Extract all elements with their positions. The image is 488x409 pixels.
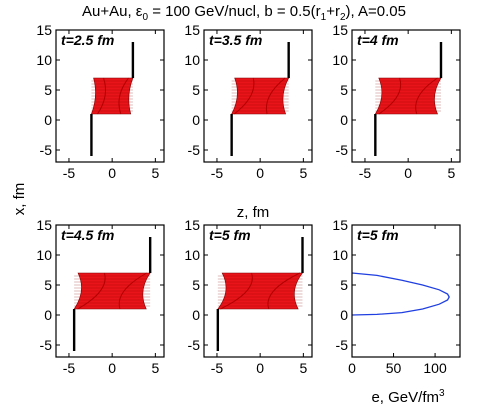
x-tick-label: 0 bbox=[256, 360, 264, 376]
y-tick-label: 15 bbox=[332, 22, 348, 38]
x-tick-label: -5 bbox=[211, 360, 224, 376]
panel-5: -5 0 5 -5 0 5 10 15 t=5 fm bbox=[184, 217, 313, 376]
x-tick-label: -5 bbox=[359, 165, 372, 181]
y-tick-label: 15 bbox=[184, 22, 200, 38]
left-surface bbox=[378, 77, 402, 115]
shared-x-axis-label: z, fm bbox=[237, 204, 270, 221]
y-tick-label: -5 bbox=[336, 337, 349, 353]
x-tick-label: -5 bbox=[211, 165, 224, 181]
y-tick-label: 0 bbox=[44, 307, 52, 323]
time-label: t=4.5 fm bbox=[61, 227, 114, 243]
right-surface bbox=[118, 272, 147, 310]
y-tick-label: 5 bbox=[192, 82, 200, 98]
plot-frame bbox=[203, 224, 313, 358]
y-tick-label: 10 bbox=[332, 247, 348, 263]
plot-frame bbox=[55, 224, 165, 358]
y-tick-label: 15 bbox=[36, 22, 52, 38]
x-tick-label: 50 bbox=[386, 360, 402, 376]
panel-6: 0 50 100 -5 0 5 10 15 t=5 fm bbox=[332, 217, 461, 376]
y-tick-label: -5 bbox=[40, 337, 53, 353]
time-label: t=2.5 fm bbox=[61, 32, 114, 48]
plot-frame bbox=[351, 224, 461, 358]
y-tick-label: 0 bbox=[44, 112, 52, 128]
y-tick-label: 0 bbox=[192, 112, 200, 128]
right-surface bbox=[118, 77, 129, 115]
right-surface bbox=[267, 272, 301, 310]
panel-4: -5 0 5 -5 0 5 10 15 t=4.5 fm bbox=[36, 217, 165, 376]
x-tick-label: -5 bbox=[63, 165, 76, 181]
x-tick-label: 5 bbox=[151, 360, 159, 376]
y-tick-label: 0 bbox=[340, 307, 348, 323]
panel-2: -5 0 5 -5 0 5 10 15 t=3.5 fm bbox=[184, 22, 313, 181]
figure-title: Au+Au, ε0 = 100 GeV/nucl, b = 0.5(r1+r2)… bbox=[82, 3, 406, 23]
y-tick-label: -5 bbox=[40, 142, 53, 158]
y-tick-label: 5 bbox=[44, 82, 52, 98]
time-label: t=4 fm bbox=[357, 32, 399, 48]
y-tick-label: 10 bbox=[184, 247, 200, 263]
x-tick-label: 5 bbox=[299, 360, 307, 376]
left-surface bbox=[220, 272, 253, 310]
y-tick-label: -5 bbox=[188, 337, 201, 353]
energy-x-axis-label: e, GeV/fm3 bbox=[371, 388, 445, 406]
x-tick-label: 0 bbox=[108, 360, 116, 376]
y-tick-label: 5 bbox=[340, 82, 348, 98]
y-tick-label: -5 bbox=[336, 142, 349, 158]
right-surface bbox=[265, 77, 286, 115]
energy-density-curve bbox=[351, 272, 450, 316]
panel-3: -5 0 5 -5 0 5 10 15 t=4 fm bbox=[332, 22, 461, 181]
left-surface bbox=[77, 272, 106, 310]
panel-1: -5 0 5 -5 0 5 10 15 t=2.5 fm bbox=[36, 22, 165, 181]
y-tick-label: 15 bbox=[332, 217, 348, 233]
y-tick-label: 10 bbox=[184, 52, 200, 68]
time-label: t=5 fm bbox=[209, 227, 251, 243]
left-surface bbox=[97, 77, 107, 115]
right-surface bbox=[415, 77, 438, 115]
y-tick-label: -5 bbox=[188, 142, 201, 158]
y-axis-label: x, fm bbox=[11, 183, 28, 216]
plot-frame bbox=[55, 29, 165, 163]
plot-frame bbox=[203, 29, 313, 163]
time-label: t=5 fm bbox=[357, 227, 399, 243]
x-tick-label: 5 bbox=[151, 165, 159, 181]
left-surface bbox=[233, 77, 255, 115]
x-tick-label: 0 bbox=[256, 165, 264, 181]
x-tick-label: 0 bbox=[348, 360, 356, 376]
y-tick-label: 5 bbox=[192, 277, 200, 293]
plot-frame bbox=[351, 29, 461, 163]
x-tick-label: 5 bbox=[299, 165, 307, 181]
x-tick-label: 0 bbox=[108, 165, 116, 181]
y-tick-label: 10 bbox=[332, 52, 348, 68]
time-label: t=3.5 fm bbox=[209, 32, 262, 48]
x-tick-label: 5 bbox=[447, 165, 455, 181]
y-tick-label: 15 bbox=[184, 217, 200, 233]
svg-text:Au+Au, ε0 = 100 GeV/nucl, b =: Au+Au, ε0 = 100 GeV/nucl, b = 0.5(r1+r2)… bbox=[82, 3, 406, 23]
x-tick-label: -5 bbox=[63, 360, 76, 376]
y-tick-label: 15 bbox=[36, 217, 52, 233]
y-tick-label: 0 bbox=[340, 112, 348, 128]
y-tick-label: 5 bbox=[44, 277, 52, 293]
x-tick-label: 100 bbox=[423, 360, 447, 376]
y-tick-label: 10 bbox=[36, 52, 52, 68]
x-tick-label: 0 bbox=[404, 165, 412, 181]
y-tick-label: 0 bbox=[192, 307, 200, 323]
y-tick-label: 10 bbox=[36, 247, 52, 263]
y-tick-label: 5 bbox=[340, 277, 348, 293]
